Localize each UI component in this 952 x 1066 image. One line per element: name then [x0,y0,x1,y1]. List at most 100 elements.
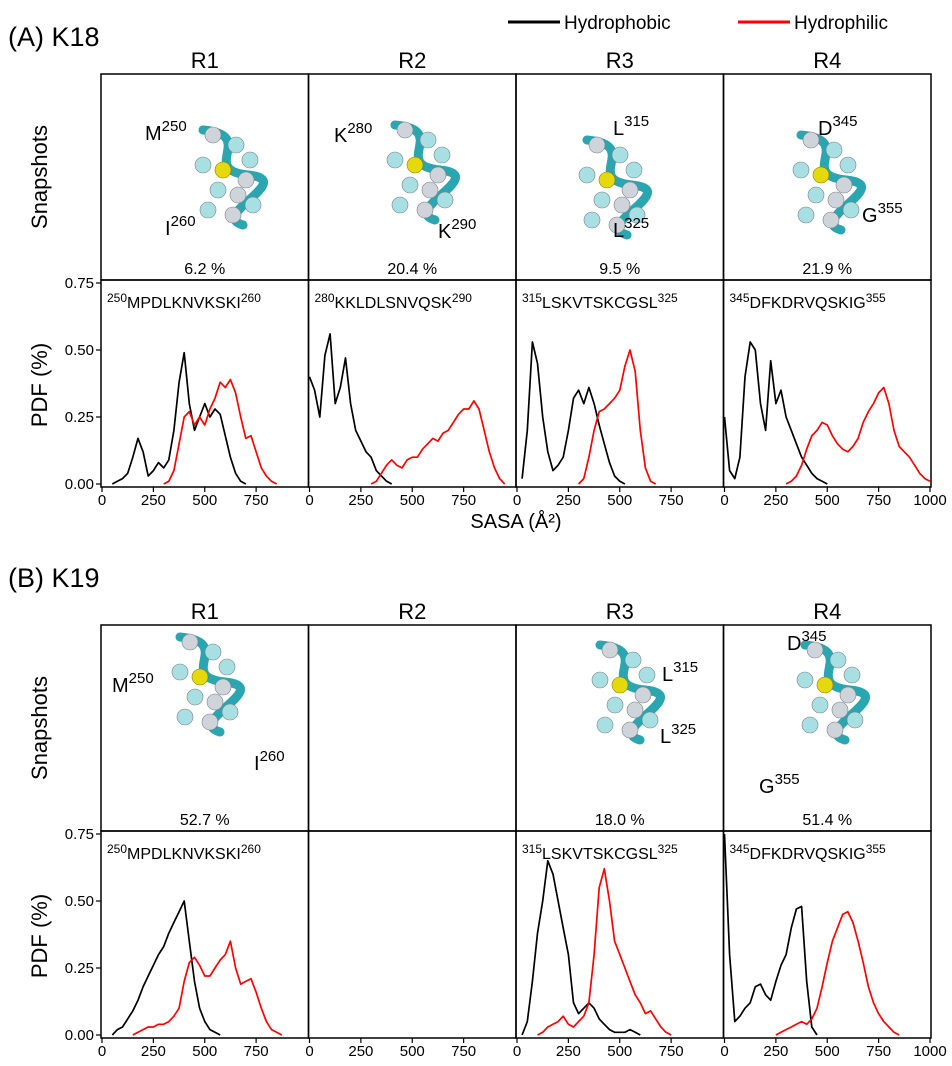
x-tick-label: 500 [607,492,632,509]
x-tick-label: 750 [244,1043,269,1060]
atom [392,197,408,213]
atom [207,694,223,710]
x-tick-label: 750 [866,492,891,509]
y-tick-label: 0.00 [65,1027,94,1044]
atom [238,172,254,188]
x-tick-label: 500 [400,1043,425,1060]
sequence-label: 280KKLDLSNVQSK290 [315,291,473,312]
residue-label: G355 [862,200,903,227]
atom [205,127,221,143]
x-tick-label: 250 [556,1043,581,1060]
atom [422,182,438,198]
sequence-end: 355 [866,842,886,856]
sequence-end: 290 [452,291,472,305]
series-line [522,342,625,484]
series-line [164,380,277,485]
x-tick-label: 0 [305,1043,313,1060]
x-tick-label: 250 [348,1043,373,1060]
atom [836,177,852,193]
atom [245,197,261,213]
atom [798,207,814,223]
atom [225,207,241,223]
snapshot-percent: 21.9 % [802,261,852,278]
sulfur-atom [215,162,231,178]
sequence-start: 315 [522,291,542,305]
series-line [112,353,246,484]
atom [625,652,641,668]
sequence-label: 345DFKDRVQSKIG355 [730,842,887,863]
atom [387,152,403,168]
atom [812,697,828,713]
sequence-end: 260 [241,842,261,856]
atom [437,192,453,208]
atom [592,672,608,688]
series-line [725,342,828,484]
residue-label: L325 [660,721,696,748]
atom [430,167,446,183]
sequence-label: 250MPDLKNVKSKI260 [107,291,261,312]
x-tick-label: 0 [98,1043,106,1060]
atom [200,202,216,218]
residue-label: M250 [145,118,187,145]
snapshot-percent: 18.0 % [595,812,645,829]
atom [417,202,433,218]
series-line [133,941,282,1035]
atom [793,162,809,178]
legend-label: Hydrophilic [794,13,888,34]
snapshot-box [309,74,517,280]
sequence-start: 345 [730,291,750,305]
residue-letter: L [662,664,673,686]
atom [202,714,218,730]
series-line [522,861,640,1035]
residue-number: 325 [671,721,696,738]
residue-label: M250 [112,670,154,697]
series-line [725,834,818,1035]
atom [827,722,843,738]
x-tick-label: 1000 [913,492,946,509]
residue-number: 315 [624,113,649,130]
molecule-snapshot [793,132,862,230]
sequence-end: 325 [658,291,678,305]
atom [832,702,848,718]
y-tick-label: 0.50 [65,893,94,910]
x-tick-label: 500 [192,492,217,509]
atom [219,659,235,675]
x-tick-label: 0 [513,1043,521,1060]
residue-label: I260 [254,748,285,775]
molecule-snapshot [797,642,866,740]
atom [614,197,630,213]
atom [840,157,856,173]
atom [594,192,610,208]
atom [844,667,860,683]
x-tick-label: 1000 [913,1043,946,1060]
residue-label: L315 [613,113,649,140]
atom [402,177,418,193]
residue-letter: D [787,633,801,655]
sequence-start: 250 [107,842,127,856]
snapshot-percent: 51.4 % [802,812,852,829]
atom [597,717,613,733]
sequence-start: 280 [315,291,335,305]
sulfur-atom [817,677,833,693]
plot-box [309,831,517,1038]
sequence: MPDLKNVKSKI [127,295,241,312]
x-tick-label: 250 [763,1043,788,1060]
atom [642,712,658,728]
atom [830,652,846,668]
molecule-snapshot [172,634,241,732]
row-title: (B) K19 [8,563,100,593]
snapshot-box [516,74,724,280]
y-tick-label: 0.75 [65,275,94,292]
residue-label: K280 [334,120,372,147]
residue-number: 345 [832,113,857,130]
panel-title: R2 [398,48,426,73]
sequence-label: 315LSKVTSKCGSL325 [522,291,678,312]
x-tick-label: 750 [451,1043,476,1060]
atom [843,202,859,218]
atom [584,212,600,228]
atom [802,717,818,733]
sequence-label: 345DFKDRVQSKIG355 [730,291,887,312]
residue-letter: K [438,221,452,243]
x-axis-label: SASA (Å²) [470,510,561,533]
snapshot-box [101,74,309,280]
